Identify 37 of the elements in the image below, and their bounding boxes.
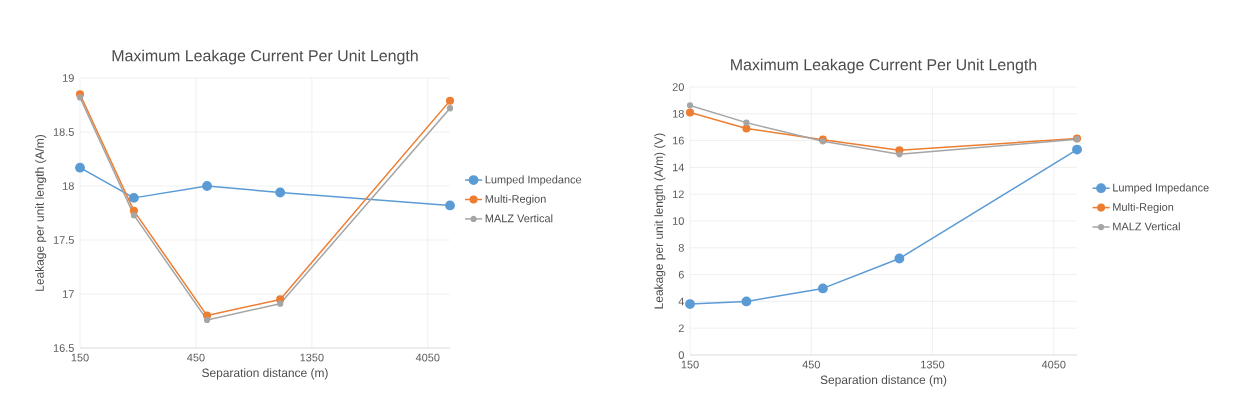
- x-tick-label: 1350: [921, 360, 945, 369]
- y-tick-label: 12: [673, 190, 684, 199]
- y-tick-label: 4: [678, 297, 685, 306]
- y-tick-label: 17: [63, 290, 74, 298]
- y-tick-label: 18.5: [53, 128, 74, 136]
- x-tick-label: 1350: [300, 353, 324, 362]
- y-tick-label: 17.5: [53, 236, 74, 244]
- y-tick-label: 14: [673, 163, 685, 172]
- x-tick-label: 4050: [1041, 360, 1066, 369]
- chart-title: Maximum Leakage Current Per Unit Length: [112, 49, 418, 65]
- y-tick-label: 6: [678, 270, 684, 279]
- y-tick-label: 8: [678, 243, 684, 252]
- x-axis-title: Separation distance (m): [820, 375, 947, 387]
- y-tick-label: 2: [678, 324, 684, 333]
- y-tick-label: 10: [673, 217, 684, 225]
- legend-label: Multi-Region: [485, 194, 546, 205]
- legend-label: Lumped Impedance: [485, 175, 582, 186]
- x-tick-label: 450: [187, 353, 205, 362]
- legend-label: MALZ Vertical: [1113, 222, 1180, 231]
- x-tick-label: 450: [802, 360, 820, 369]
- x-axis-title: Separation distance (m): [202, 368, 328, 380]
- y-tick-label: 18: [63, 182, 74, 190]
- y-axis-title: Leakage per unit length (A/m): [35, 135, 47, 291]
- y-tick-label: 16.5: [53, 344, 74, 352]
- x-tick-label: 4050: [415, 353, 440, 362]
- legend-label: Multi-Region: [1113, 202, 1174, 214]
- chart-title: Maximum Leakage Current Per Unit Length: [731, 58, 1037, 74]
- y-tick-label: 18: [673, 109, 684, 118]
- y-tick-label: 19: [63, 74, 74, 82]
- x-tick-label: 150: [681, 360, 699, 369]
- y-tick-label: 0: [678, 351, 684, 359]
- y-tick-label: 16: [673, 136, 684, 145]
- y-axis-title: Leakage per unit length (A/m) (V): [654, 133, 666, 309]
- legend-label: Lumped Impedance: [1113, 183, 1209, 194]
- x-tick-label: 150: [71, 353, 89, 362]
- legend-label: MALZ Vertical: [485, 214, 553, 223]
- y-tick-label: 20: [672, 83, 684, 91]
